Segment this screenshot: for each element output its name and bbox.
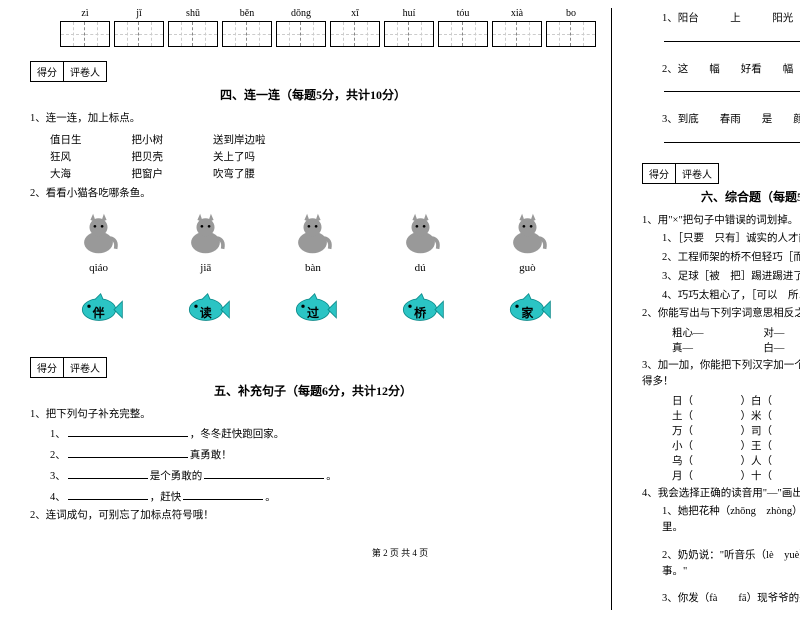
matching-exercise: 值日生 狂风 大海 把小树 把贝壳 把窗户 送到岸边啦 关上了吗 吹弯了腰 xyxy=(30,130,596,183)
fish-char: 家 xyxy=(521,304,533,321)
fish-char: 过 xyxy=(307,304,319,321)
stroke-row: 小（）王（）大（） xyxy=(642,438,800,453)
match-item: 大海 xyxy=(50,166,82,181)
pinyin-writing-boxes: zì jǐ shū běn dōng xī huí tóu xià bo xyxy=(30,8,596,47)
sub-line: 3、足球［被 把］踢进踢进了。 xyxy=(642,269,800,285)
fill-blank-line: 4、，赶快。 xyxy=(30,488,596,506)
fish-char: 桥 xyxy=(414,304,426,321)
antonym-row: 粗心—对—远— xyxy=(642,325,800,340)
cat-icon xyxy=(183,211,228,256)
right-column: 1、阳台 上 阳光 洒在 2、这 幅 好看 幅 啊 真 3、到底 春雨 是 颜色… xyxy=(632,8,800,610)
stroke-row: 乌（）人（）牛（） xyxy=(642,453,800,468)
fill-blank-line: 3、是个勇敢的。 xyxy=(30,467,596,485)
antonym-row: 真—白—好— xyxy=(642,340,800,355)
sub-line: 1、她把花种（zhōng zhòng）种（zhōng zhòng）在花盆里。 xyxy=(642,504,800,536)
fish-char: 伴 xyxy=(93,304,105,321)
question-text: 2、连词成句，可别忘了加标点符号哦！ xyxy=(30,508,596,524)
question-text: 1、连一连，加上标点。 xyxy=(30,111,596,127)
stroke-row: 月（）十（）丁（） xyxy=(642,468,800,483)
stroke-row: 日（）白（）云（） xyxy=(642,393,800,408)
section5-title: 五、补充句子（每题6分，共计12分） xyxy=(30,382,596,399)
question-text: 2、你能写出与下列字词意思相反之词语吗？ xyxy=(642,306,800,322)
match-item: 关上了吗 xyxy=(213,149,266,164)
fill-blank-line: 1、，冬冬赶快跑回家。 xyxy=(30,425,596,443)
pinyin-label: jǐ xyxy=(114,8,164,19)
sentence-words: 3、到底 春雨 是 颜色 什么 xyxy=(642,112,800,128)
question-text: 3、加一加，你能把下列汉字加一个笔画变成另一个字吗？看看变得多！ xyxy=(642,358,800,390)
cat-pinyin: guò xyxy=(505,262,550,274)
pinyin-label: běn xyxy=(222,8,272,19)
answer-blank xyxy=(642,30,800,48)
sentence-words: 1、阳台 上 阳光 洒在 xyxy=(642,11,800,27)
match-item: 值日生 xyxy=(50,132,82,147)
answer-blank xyxy=(642,131,800,149)
cat-pinyin: jiā xyxy=(183,262,228,274)
cat-icon xyxy=(290,211,335,256)
sub-line: 4、巧巧太粗心了，［可以 所以］把钱夹弄丢了。 xyxy=(642,288,800,304)
sentence-words: 2、这 幅 好看 幅 啊 真 xyxy=(642,62,800,78)
pinyin-label: tóu xyxy=(438,8,488,19)
cat-icon xyxy=(76,211,121,256)
score-box: 得分 评卷人 xyxy=(30,61,596,82)
cat-pinyin: bàn xyxy=(290,262,335,274)
section6-title: 六、综合题（每题5分，共计20分） xyxy=(642,188,800,205)
section4-title: 四、连一连（每题5分，共计10分） xyxy=(30,86,596,103)
score-box: 得分 评卷人 xyxy=(30,357,596,378)
question-text: 4、我会选择正确的读音用"—"画出。 xyxy=(642,486,800,502)
fish-row: 伴 读 过 桥 家 xyxy=(30,280,596,343)
pinyin-label: bo xyxy=(546,8,596,19)
pinyin-label: xià xyxy=(492,8,542,19)
score-label: 得分 xyxy=(642,163,675,184)
match-item: 狂风 xyxy=(50,149,82,164)
score-label: 得分 xyxy=(30,61,63,82)
match-item: 把窗户 xyxy=(132,166,164,181)
sub-line: 2、工程师架的桥不但轻巧［而是 而且］平稳。 xyxy=(642,250,800,266)
question-text: 1、用"×"把句子中错误的词划掉。 xyxy=(642,213,800,229)
cat-icon xyxy=(505,211,550,256)
fish-char: 读 xyxy=(200,304,212,321)
pinyin-label: shū xyxy=(168,8,218,19)
cat-pinyin: qiáo xyxy=(76,262,121,274)
page-footer: 第 2 页 共 4 页 xyxy=(0,546,800,559)
pinyin-label: huí xyxy=(384,8,434,19)
stroke-row: 万（）司（）一（） xyxy=(642,423,800,438)
pinyin-label: zì xyxy=(60,8,110,19)
question-text: 1、把下列句子补充完整。 xyxy=(30,407,596,423)
pinyin-label: xī xyxy=(330,8,380,19)
cat-pinyin: dú xyxy=(398,262,443,274)
answer-blank xyxy=(642,80,800,98)
cats-row: qiáo jiā bàn dú guò xyxy=(30,205,596,280)
reviewer-label: 评卷人 xyxy=(675,163,719,184)
score-box: 得分 评卷人 xyxy=(642,163,800,184)
cat-icon xyxy=(398,211,443,256)
match-item: 把贝壳 xyxy=(132,149,164,164)
fill-blank-line: 2、真勇敢！ xyxy=(30,446,596,464)
reviewer-label: 评卷人 xyxy=(63,357,107,378)
match-item: 把小树 xyxy=(132,132,164,147)
match-item: 吹弯了腰 xyxy=(213,166,266,181)
reviewer-label: 评卷人 xyxy=(63,61,107,82)
left-column: zì jǐ shū běn dōng xī huí tóu xià bo 得分 … xyxy=(30,8,612,610)
question-text: 2、看看小猫各吃哪条鱼。 xyxy=(30,186,596,202)
score-label: 得分 xyxy=(30,357,63,378)
sub-line: 3、你发（fà fā）现爷爷的头发（fà fā）白了吗？ xyxy=(642,591,800,607)
sub-line: 1、［只要 只有］诚实的人才能赢得大家的尊敬。 xyxy=(642,231,800,247)
pinyin-label: dōng xyxy=(276,8,326,19)
match-item: 送到岸边啦 xyxy=(213,132,266,147)
stroke-row: 土（）米（）木（） xyxy=(642,408,800,423)
